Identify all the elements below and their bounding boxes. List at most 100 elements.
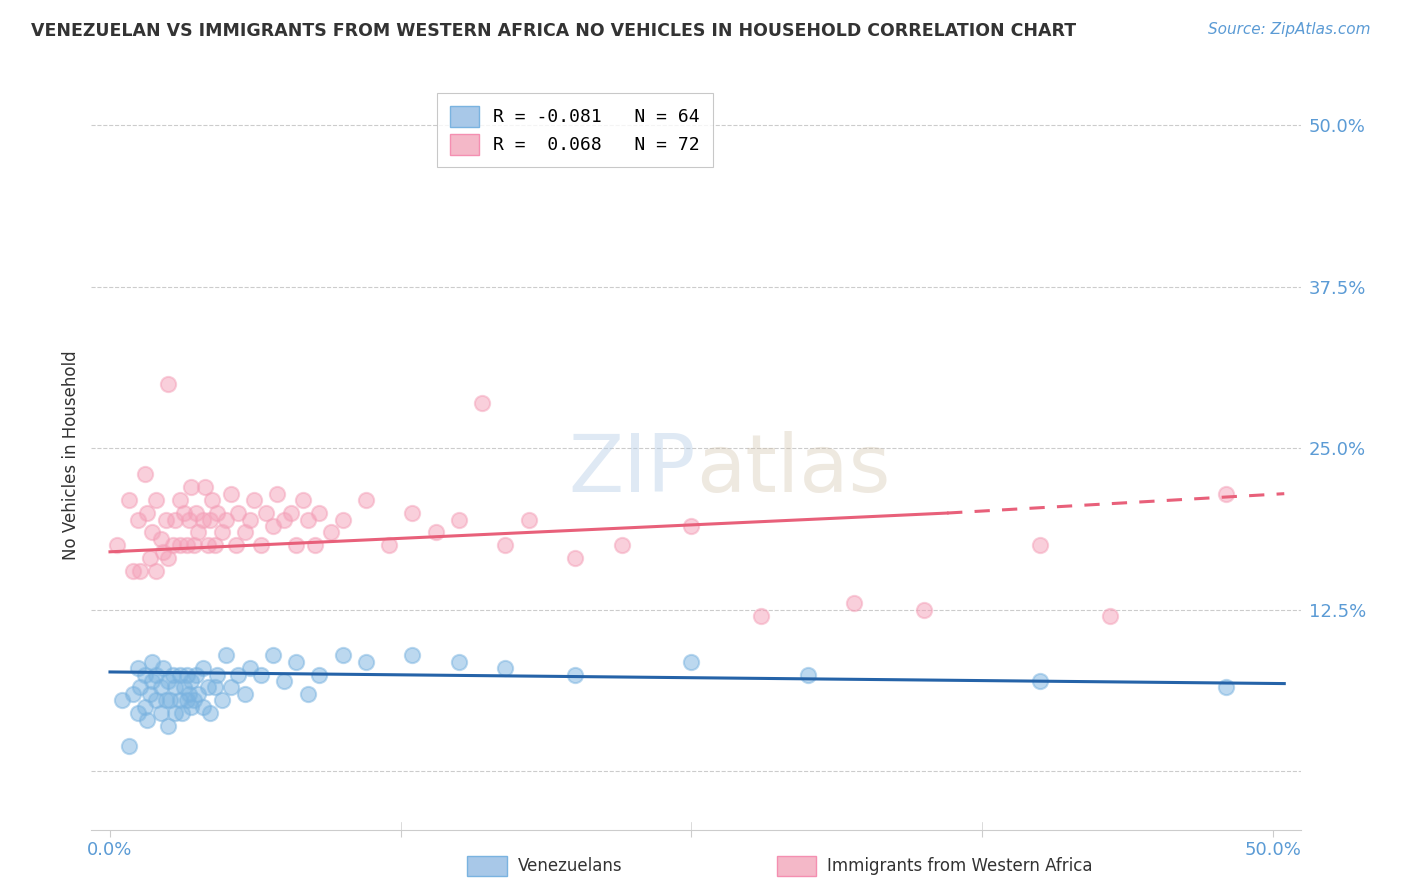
- Point: [266, 486, 288, 500]
- Point: [681, 519, 703, 533]
- Text: Immigrants from Western Africa: Immigrants from Western Africa: [827, 857, 1092, 875]
- Point: [250, 538, 273, 552]
- Point: [169, 493, 191, 508]
- Point: [187, 687, 209, 701]
- Point: [564, 667, 586, 681]
- Point: [150, 532, 173, 546]
- Point: [129, 564, 152, 578]
- Point: [157, 551, 180, 566]
- Point: [304, 538, 326, 552]
- Point: [162, 538, 184, 552]
- Point: [401, 648, 423, 662]
- Point: [447, 512, 470, 526]
- Point: [211, 693, 233, 707]
- Point: [215, 512, 238, 526]
- Point: [105, 538, 128, 552]
- Point: [354, 493, 377, 508]
- Point: [285, 538, 308, 552]
- Point: [225, 538, 247, 552]
- Point: [176, 693, 198, 707]
- Point: [401, 506, 423, 520]
- Point: [197, 538, 219, 552]
- Point: [1098, 609, 1121, 624]
- Point: [796, 667, 818, 681]
- Point: [177, 687, 200, 701]
- Point: [354, 655, 377, 669]
- Point: [150, 681, 173, 695]
- Text: ZIP: ZIP: [568, 431, 696, 509]
- Point: [187, 525, 209, 540]
- Point: [169, 538, 191, 552]
- Point: [425, 525, 447, 540]
- Point: [564, 551, 586, 566]
- Point: [117, 493, 139, 508]
- Point: [610, 538, 633, 552]
- Point: [180, 673, 202, 688]
- Point: [912, 603, 935, 617]
- Point: [198, 706, 221, 721]
- Point: [183, 538, 205, 552]
- Point: [122, 564, 145, 578]
- Point: [145, 493, 167, 508]
- Point: [184, 506, 207, 520]
- Point: [169, 693, 191, 707]
- Point: [749, 609, 772, 624]
- Point: [141, 525, 163, 540]
- Text: Source: ZipAtlas.com: Source: ZipAtlas.com: [1208, 22, 1371, 37]
- Point: [152, 545, 174, 559]
- Point: [183, 693, 205, 707]
- Point: [297, 512, 319, 526]
- Point: [226, 506, 249, 520]
- Point: [308, 506, 330, 520]
- Point: [129, 681, 152, 695]
- Point: [165, 512, 187, 526]
- Point: [145, 693, 167, 707]
- Point: [262, 648, 284, 662]
- Point: [184, 667, 207, 681]
- Point: [201, 493, 224, 508]
- Point: [117, 739, 139, 753]
- Point: [173, 681, 195, 695]
- Point: [262, 519, 284, 533]
- Point: [198, 512, 221, 526]
- Point: [280, 506, 302, 520]
- Text: Venezuelans: Venezuelans: [517, 857, 623, 875]
- Point: [205, 506, 228, 520]
- Point: [238, 661, 260, 675]
- Text: VENEZUELAN VS IMMIGRANTS FROM WESTERN AFRICA NO VEHICLES IN HOUSEHOLD CORRELATIO: VENEZUELAN VS IMMIGRANTS FROM WESTERN AF…: [31, 22, 1076, 40]
- Point: [136, 506, 159, 520]
- Point: [204, 681, 226, 695]
- Point: [204, 538, 226, 552]
- Point: [191, 512, 214, 526]
- Point: [176, 538, 198, 552]
- Point: [180, 699, 202, 714]
- Point: [134, 467, 156, 482]
- Point: [211, 525, 233, 540]
- Point: [378, 538, 401, 552]
- Point: [219, 486, 242, 500]
- Point: [165, 681, 187, 695]
- Point: [191, 661, 214, 675]
- Point: [173, 506, 195, 520]
- Point: [157, 719, 180, 733]
- Point: [150, 706, 173, 721]
- Point: [215, 648, 238, 662]
- Point: [292, 493, 315, 508]
- Point: [332, 512, 354, 526]
- Point: [197, 681, 219, 695]
- Point: [169, 667, 191, 681]
- Point: [165, 706, 187, 721]
- Point: [127, 661, 149, 675]
- Point: [155, 512, 177, 526]
- Point: [194, 480, 217, 494]
- Point: [233, 525, 256, 540]
- Point: [238, 512, 260, 526]
- Point: [176, 667, 198, 681]
- Point: [494, 538, 516, 552]
- Point: [517, 512, 540, 526]
- Legend: R = -0.081   N = 64, R =  0.068   N = 72: R = -0.081 N = 64, R = 0.068 N = 72: [437, 93, 713, 168]
- Point: [180, 480, 202, 494]
- Point: [134, 699, 156, 714]
- Point: [141, 655, 163, 669]
- Point: [332, 648, 354, 662]
